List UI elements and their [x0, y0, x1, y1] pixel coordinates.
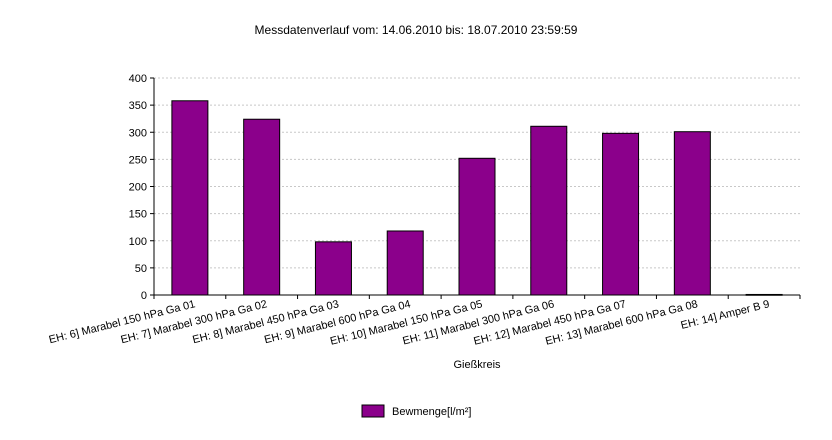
y-tick-label: 250 — [129, 154, 147, 166]
y-tick-label: 150 — [129, 209, 147, 221]
y-tick-label: 200 — [129, 182, 147, 194]
bar — [458, 157, 496, 296]
bar — [530, 125, 568, 296]
bar — [602, 132, 640, 296]
y-tick-label: 400 — [129, 73, 147, 85]
x-axis-label: Gießkreis — [453, 359, 501, 371]
legend: Bewmenge[l/m²] — [361, 404, 471, 418]
bar — [386, 230, 424, 296]
y-tick-label: 100 — [129, 236, 147, 248]
bar — [673, 131, 711, 296]
y-tick-label: 0 — [141, 290, 147, 302]
y-axis-ticks: 0 50 100 150 200 250 300 350 400 — [129, 73, 154, 302]
y-tick-label: 350 — [129, 100, 147, 112]
bar — [243, 118, 281, 296]
chart-title: Messdatenverlauf vom: 14.06.2010 bis: 18… — [255, 23, 578, 37]
bar — [171, 100, 209, 296]
bar — [314, 241, 352, 296]
y-tick-label: 300 — [129, 127, 147, 139]
y-tick-label: 50 — [135, 263, 147, 275]
legend-swatch — [361, 404, 385, 418]
bars — [171, 100, 783, 296]
legend-label: Bewmenge[l/m²] — [392, 406, 471, 418]
